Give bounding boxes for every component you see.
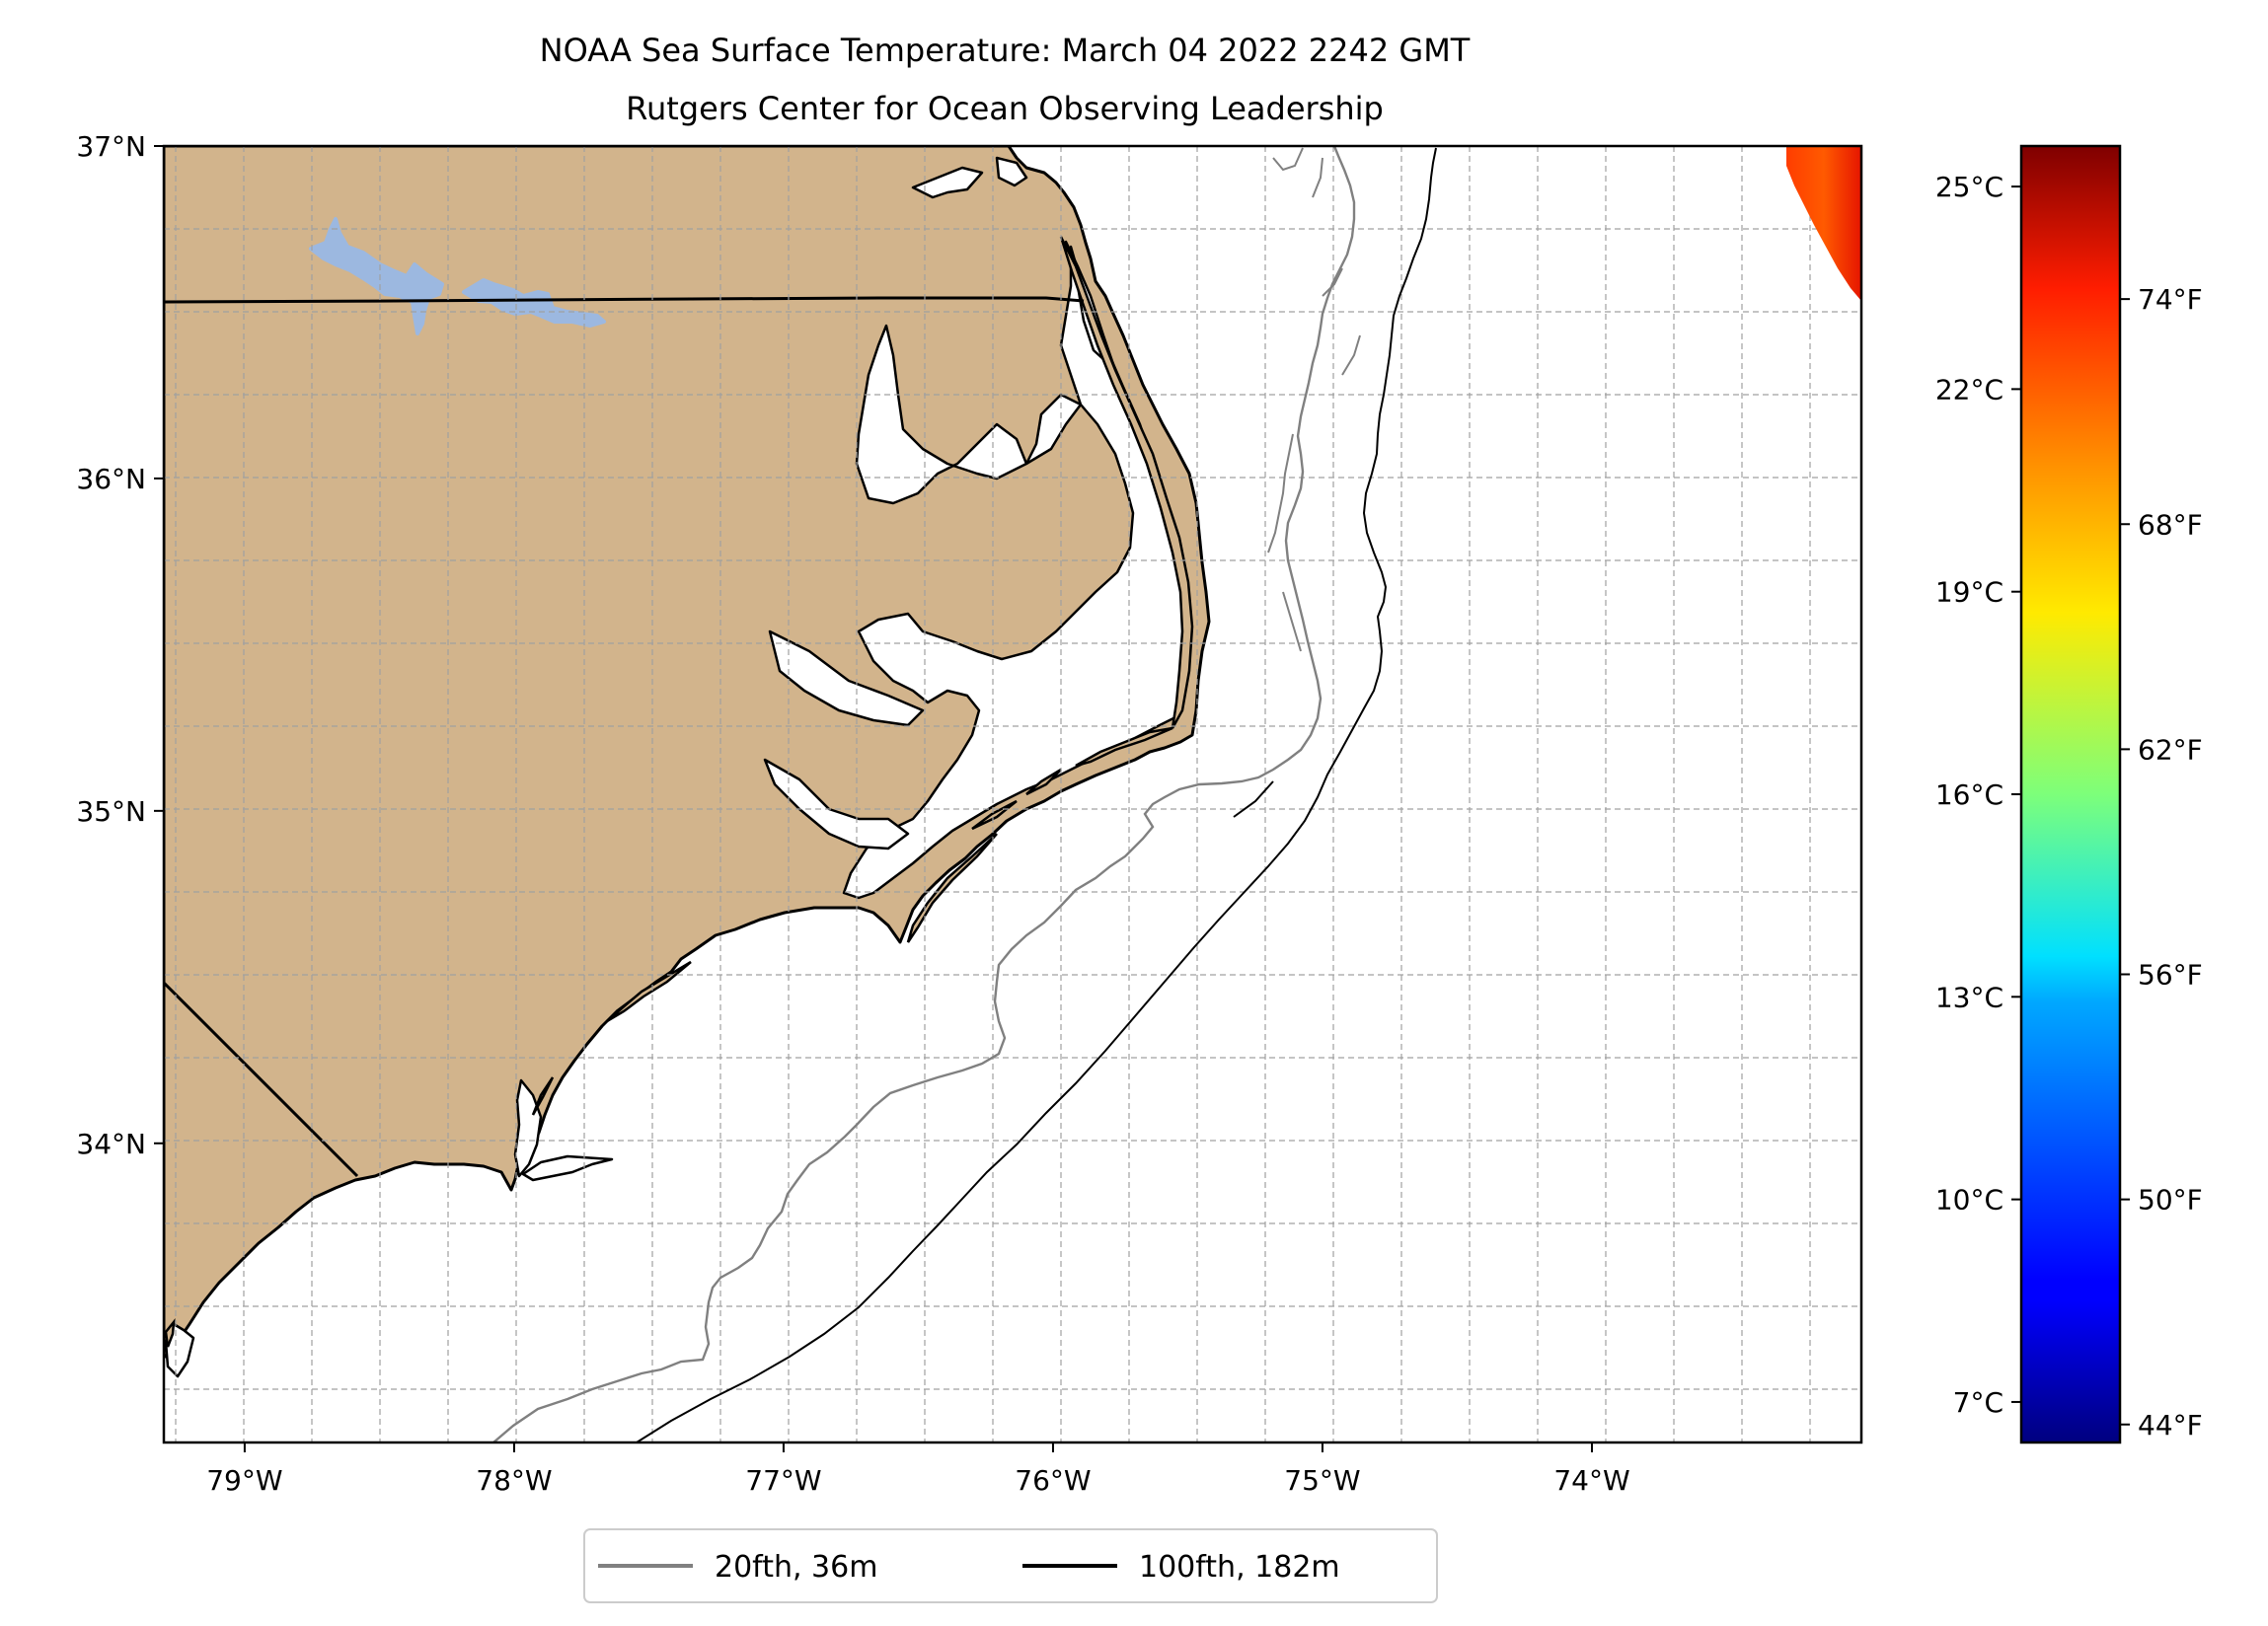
map-frame xyxy=(162,144,1863,1444)
gridlines xyxy=(164,146,1861,1442)
fahrenheit-tick-label: 74°F xyxy=(2138,283,2203,316)
legend-20fth-label: 20fth, 36m xyxy=(715,1550,877,1585)
legend: 20fth, 36m 100fth, 182m xyxy=(583,1528,1438,1603)
fahrenheit-tick-label: 68°F xyxy=(2138,508,2203,541)
celsius-tick-label: 10°C xyxy=(1935,1184,2003,1217)
celsius-tick-label: 25°C xyxy=(1935,171,2003,203)
isobath-20fth-detail xyxy=(1267,147,1361,652)
lat-tick-label: 36°N xyxy=(76,463,146,495)
celsius-tick-label: 22°C xyxy=(1935,373,2003,406)
sst-data-patch xyxy=(1786,146,1861,301)
lon-tick-label: 75°W xyxy=(1284,1464,1360,1497)
virginia-nc-border xyxy=(164,296,1085,304)
isobath-100fth-spur xyxy=(1233,780,1274,818)
celsius-tick-label: 7°C xyxy=(1953,1386,2003,1419)
lon-tick-label: 78°W xyxy=(476,1464,552,1497)
lat-tick-label: 35°N xyxy=(76,795,146,828)
celsius-tick-label: 16°C xyxy=(1935,778,2003,811)
colorbar-celsius-axis: 25°C 22°C 19°C 16°C 13°C 10°C 7°C xyxy=(1935,171,2021,1419)
isobath-20fth xyxy=(492,146,1356,1442)
nc-sc-border xyxy=(164,981,359,1178)
figure-title-line1: NOAA Sea Surface Temperature: March 04 2… xyxy=(540,32,1471,69)
lon-tick-label: 77°W xyxy=(745,1464,821,1497)
map-area xyxy=(164,146,1861,1442)
lon-tick-label: 76°W xyxy=(1015,1464,1091,1497)
fahrenheit-tick-label: 56°F xyxy=(2138,959,2203,992)
lon-tick-label: 79°W xyxy=(206,1464,282,1497)
legend-box xyxy=(583,1528,1438,1603)
fahrenheit-tick-label: 62°F xyxy=(2138,733,2203,766)
fahrenheit-tick-label: 44°F xyxy=(2138,1409,2203,1441)
lat-tick-label: 34°N xyxy=(76,1128,146,1160)
colorbar-fahrenheit-axis: 74°F 68°F 62°F 56°F 50°F 44°F xyxy=(2120,283,2203,1441)
barrier-islands xyxy=(164,236,1194,1348)
colorbar xyxy=(2019,144,2122,1444)
legend-100fth-label: 100fth, 182m xyxy=(1139,1550,1340,1585)
celsius-tick-label: 19°C xyxy=(1935,576,2003,609)
lat-tick-label: 37°N xyxy=(76,130,146,163)
longitude-axis: 79°W 78°W 77°W 76°W 75°W 74°W xyxy=(206,1442,1630,1497)
lon-tick-label: 74°W xyxy=(1553,1464,1629,1497)
colorbar-gradient xyxy=(2019,144,2122,1444)
latitude-axis: 37°N 36°N 35°N 34°N xyxy=(76,130,164,1160)
figure-title-line2: Rutgers Center for Ocean Observing Leade… xyxy=(626,90,1384,127)
fahrenheit-tick-label: 50°F xyxy=(2138,1184,2203,1217)
isobath-100fth xyxy=(636,147,1437,1442)
celsius-tick-label: 13°C xyxy=(1935,981,2003,1013)
land-mass xyxy=(164,146,1211,1360)
